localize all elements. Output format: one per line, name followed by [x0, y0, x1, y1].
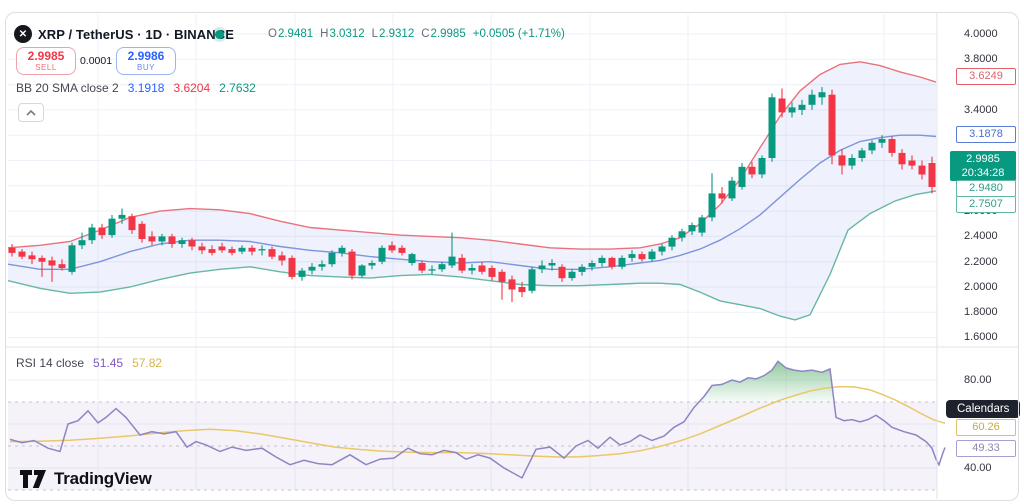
- bb-basis-price-label: 3.1878: [956, 126, 1016, 143]
- price-tick[interactable]: 2.0000: [964, 281, 998, 293]
- price-tick[interactable]: 3.4000: [964, 104, 998, 116]
- rsi-value: 51.45: [93, 356, 124, 370]
- chevron-up-icon: [26, 109, 36, 116]
- bb-lower-price-label: 2.7507: [956, 196, 1016, 213]
- rsi-indicator-name: RSI 14 close: [16, 356, 85, 370]
- rsi-indicator-legend[interactable]: RSI 14 close 51.45 57.82: [16, 356, 162, 370]
- calendars-tooltip: Calendars: [946, 400, 1021, 418]
- bb-basis-value: 3.1918: [127, 81, 165, 95]
- bar-countdown: 20:34:28: [961, 167, 1005, 179]
- trade-widget: 2.9985 SELL 0.0001 2.9986 BUY: [16, 47, 176, 75]
- low-price-label: 2.9480: [956, 180, 1016, 197]
- price-tick[interactable]: 3.8000: [964, 53, 998, 65]
- symbol-title[interactable]: XRP / TetherUS · 1D · BINANCE: [38, 27, 235, 42]
- bb-upper-price-label: 3.6249: [956, 68, 1016, 85]
- rsi-ma-axis-label: 60.26: [956, 419, 1016, 436]
- change-value: +0.0505 (+1.71%): [472, 28, 565, 40]
- tradingview-wordmark: TradingView: [54, 469, 152, 488]
- price-tick[interactable]: 2.4000: [964, 230, 998, 242]
- spread-value: 0.0001: [79, 55, 113, 67]
- bb-upper-value: 3.6204: [173, 81, 211, 95]
- open-value: 2.9481: [277, 28, 314, 40]
- price-tick[interactable]: 1.6000: [964, 331, 998, 343]
- low-value: 2.9312: [379, 28, 415, 40]
- price-tick[interactable]: 1.8000: [964, 306, 998, 318]
- price-tick[interactable]: 4.0000: [964, 28, 998, 40]
- rsi-tick[interactable]: 40.00: [964, 462, 992, 474]
- tradingview-icon: [20, 470, 46, 488]
- bb-lower-value: 2.7632: [219, 81, 256, 95]
- symbol-logo-icon: ✕: [14, 25, 32, 43]
- buy-price: 2.9986: [127, 49, 165, 63]
- open-label: O: [268, 28, 277, 40]
- last-price-value: 2.9985: [966, 153, 1000, 165]
- buy-button-label: BUY: [137, 63, 155, 72]
- buy-button[interactable]: 2.9986 BUY: [116, 47, 176, 75]
- close-value: 2.9985: [430, 28, 466, 40]
- sell-button[interactable]: 2.9985 SELL: [16, 47, 76, 75]
- sell-price: 2.9985: [27, 49, 65, 63]
- price-tick[interactable]: 2.2000: [964, 256, 998, 268]
- bb-indicator-legend[interactable]: BB 20 SMA close 2 3.1918 3.6204 2.7632: [16, 81, 256, 95]
- high-label: H: [320, 28, 329, 40]
- close-label: C: [421, 28, 430, 40]
- rsi-axis-label: 49.33: [956, 440, 1016, 457]
- high-value: 3.0312: [329, 28, 365, 40]
- ohlc-legend: O2.9481 H3.0312 L2.9312 C2.9985 +0.0505 …: [268, 28, 565, 40]
- bb-indicator-name: BB 20 SMA close 2: [16, 81, 119, 95]
- low-label: L: [371, 28, 379, 40]
- series-status-icon: [215, 30, 224, 39]
- sell-button-label: SELL: [35, 63, 57, 72]
- rsi-tick[interactable]: 80.00: [964, 374, 992, 386]
- tradingview-logo-link[interactable]: TradingView: [20, 469, 152, 489]
- collapse-pane-button[interactable]: [18, 103, 44, 122]
- last-price-label: 2.9985 20:34:28: [950, 151, 1016, 181]
- rsi-ma-value: 57.82: [132, 356, 163, 370]
